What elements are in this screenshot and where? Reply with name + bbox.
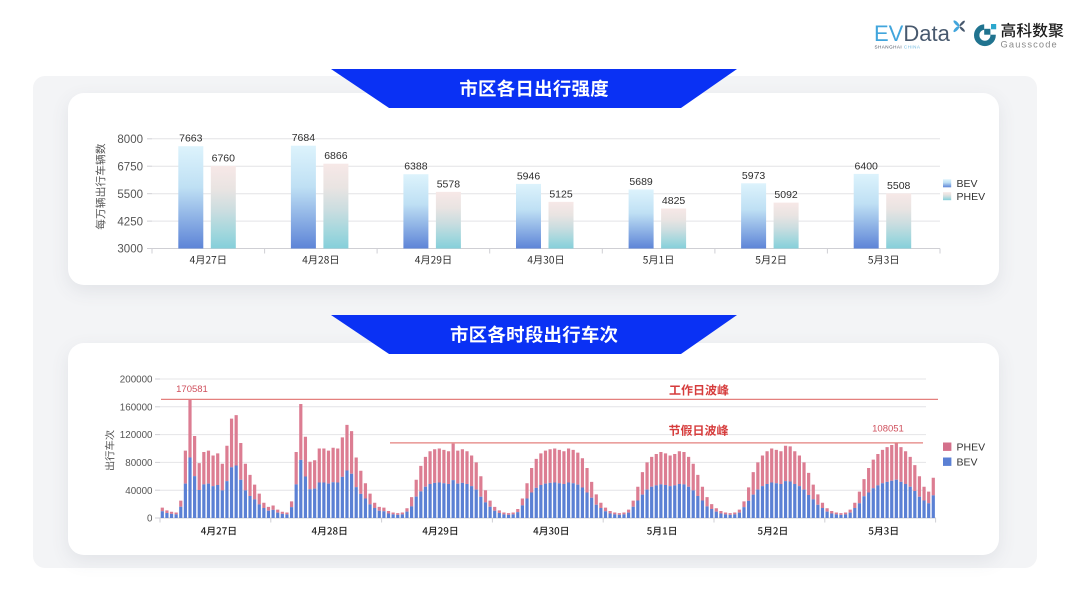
svg-text:160000: 160000 [120,402,153,413]
svg-text:80000: 80000 [125,458,153,469]
svg-text:BEV: BEV [957,457,978,469]
svg-text:200000: 200000 [120,375,153,386]
svg-text:5508: 5508 [887,180,911,192]
svg-text:6866: 6866 [324,150,348,162]
svg-text:5500: 5500 [117,189,143,201]
svg-text:6388: 6388 [404,161,428,173]
svg-text:5946: 5946 [517,170,541,182]
svg-text:120000: 120000 [120,430,153,441]
svg-text:5125: 5125 [549,188,573,200]
svg-text:5689: 5689 [629,176,653,188]
svg-text:4250: 4250 [117,216,143,228]
svg-text:7684: 7684 [292,132,316,144]
svg-text:6400: 6400 [855,160,879,172]
svg-text:6750: 6750 [117,161,143,173]
svg-text:0: 0 [147,514,153,525]
svg-text:BEV: BEV [957,178,978,190]
svg-text:3000: 3000 [117,244,143,256]
svg-text:40000: 40000 [125,486,153,497]
svg-text:108051: 108051 [872,424,904,435]
svg-text:5578: 5578 [437,178,461,190]
svg-text:SHANGHAI CHINA: SHANGHAI CHINA [875,45,921,50]
svg-text:6760: 6760 [212,153,236,165]
svg-text:170581: 170581 [176,384,208,395]
svg-text:5092: 5092 [774,189,798,201]
svg-text:PHEV: PHEV [957,442,986,454]
svg-text:Gausscode: Gausscode [1001,39,1058,49]
svg-text:7663: 7663 [179,133,203,145]
svg-text:5973: 5973 [742,170,766,182]
svg-text:4825: 4825 [662,195,686,207]
svg-text:PHEV: PHEV [957,191,986,203]
svg-text:EVData: EVData [874,21,951,46]
svg-text:8000: 8000 [117,134,143,146]
